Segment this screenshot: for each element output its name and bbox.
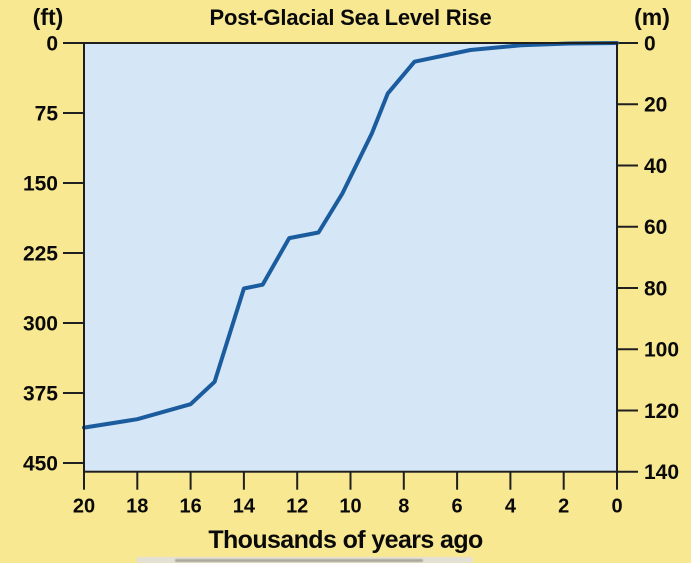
x-axis-tick-label: 0 — [611, 496, 622, 518]
left-axis-tick-label: 75 — [35, 103, 59, 126]
chart-title: Post-Glacial Sea Level Rise — [209, 5, 492, 30]
right-axis-tick-label: 80 — [644, 277, 667, 300]
left-axis-tick-label: 450 — [23, 453, 58, 476]
x-axis-tick-label: 14 — [233, 496, 256, 518]
right-axis-tick-label: 20 — [644, 94, 667, 117]
right-axis-tick-label: 0 — [644, 33, 656, 56]
x-axis-tick-label: 18 — [126, 496, 148, 518]
right-axis-tick-label: 60 — [644, 216, 667, 239]
right-axis-tick-label: 140 — [644, 461, 679, 484]
right-axis-tick-label: 120 — [644, 400, 679, 423]
left-axis-tick-label: 375 — [23, 383, 58, 406]
left-axis-unit-label: (ft) — [32, 4, 64, 30]
cropped-caption-artifact — [137, 557, 473, 563]
cropped-caption-artifact-dark — [175, 558, 423, 562]
x-axis-label: Thousands of years ago — [208, 526, 483, 554]
x-axis-tick-label: 12 — [286, 496, 308, 518]
x-axis-tick-label: 10 — [339, 496, 361, 518]
right-axis-tick-label: 40 — [644, 155, 667, 178]
plot-background — [84, 43, 617, 472]
x-axis-tick-label: 16 — [179, 496, 201, 518]
right-axis-unit-label: (m) — [634, 4, 670, 30]
x-axis-tick-label: 8 — [398, 496, 409, 518]
left-axis-tick-label: 150 — [23, 173, 58, 196]
left-axis-tick-label: 225 — [23, 243, 58, 266]
left-axis-tick-label: 300 — [23, 313, 58, 336]
sea-level-curve — [82, 41, 619, 430]
x-axis-tick-label: 20 — [73, 496, 95, 518]
right-axis-tick-label: 100 — [644, 339, 679, 362]
x-axis-tick-label: 6 — [452, 496, 463, 518]
left-axis-tick-label: 0 — [46, 33, 58, 56]
x-axis-tick-label: 2 — [558, 496, 569, 518]
x-axis-tick-label: 4 — [505, 496, 517, 518]
plot-border — [83, 42, 618, 473]
